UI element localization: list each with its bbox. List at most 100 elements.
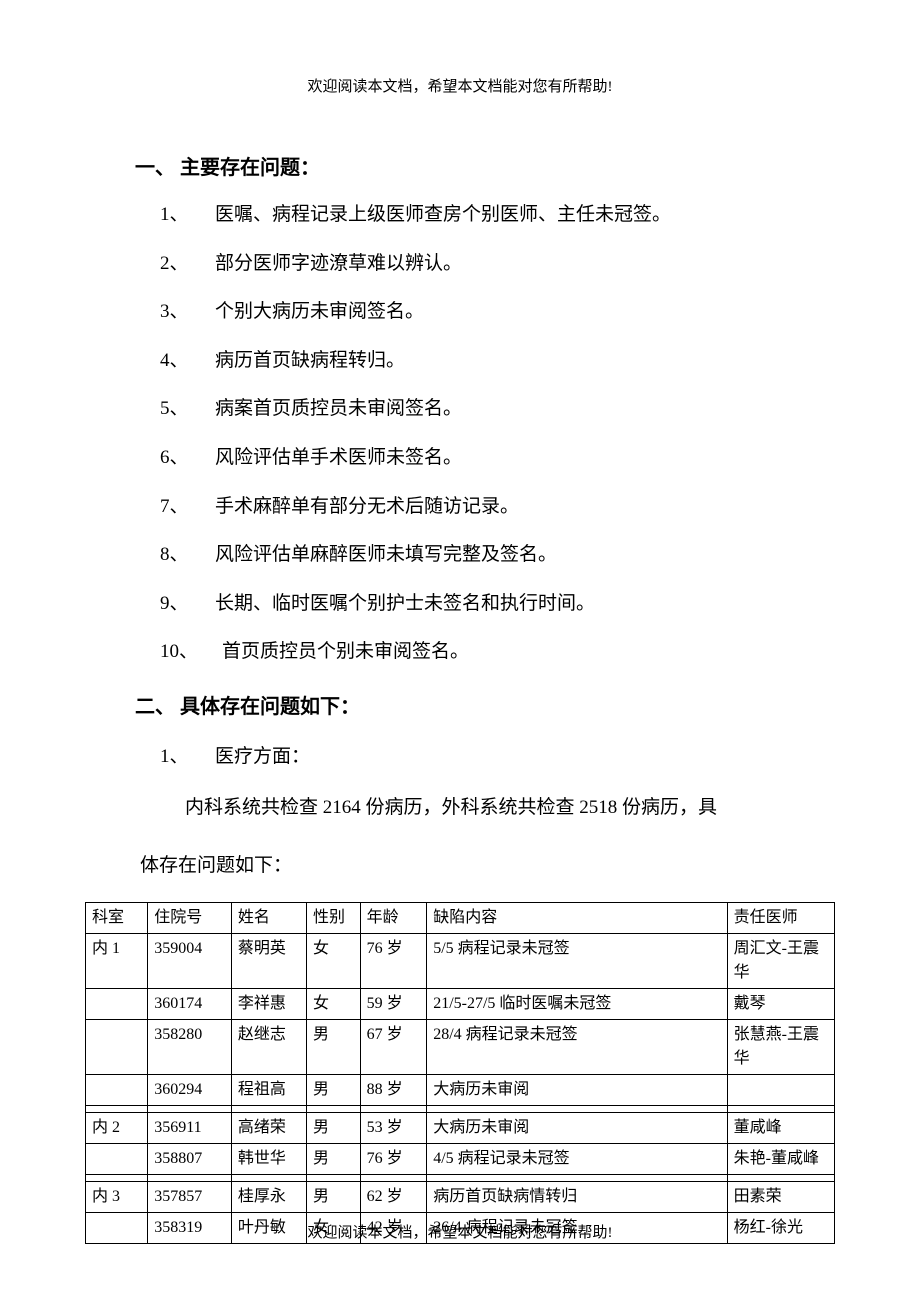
cell-defect: 28/4 病程记录未冠签 [427, 1020, 727, 1075]
cell-doctor [727, 1075, 834, 1106]
cell-dept: 内 2 [86, 1113, 148, 1144]
table-row: 内 2 356911 高绪荣 男 53 岁 大病历未审阅 董咸峰 [86, 1113, 835, 1144]
cell-defect: 大病历未审阅 [427, 1113, 727, 1144]
list-text: 个别大病历未审阅签名。 [215, 299, 424, 326]
cell-num: 357857 [148, 1182, 232, 1213]
list-number: 1、 [160, 741, 215, 768]
list-number: 1、 [160, 202, 215, 229]
cell-age: 76 岁 [360, 934, 427, 989]
list-text: 医疗方面： [215, 741, 310, 768]
header-note: 欢迎阅读本文档，希望本文档能对您有所帮助! [85, 75, 835, 96]
list-text: 风险评估单手术医师未签名。 [215, 445, 462, 472]
section1-item-10: 10、 首页质控员个别未审阅签名。 [160, 639, 835, 666]
cell-num: 360294 [148, 1075, 232, 1106]
cell-name: 李祥惠 [231, 989, 306, 1020]
cell-dept [86, 1175, 148, 1182]
header-dept: 科室 [86, 903, 148, 934]
cell-dept [86, 1144, 148, 1175]
list-number: 6、 [160, 445, 215, 472]
cell-defect: 4/5 病程记录未冠签 [427, 1144, 727, 1175]
cell-defect: 大病历未审阅 [427, 1075, 727, 1106]
table-row: 358807 韩世华 男 76 岁 4/5 病程记录未冠签 朱艳-董咸峰 [86, 1144, 835, 1175]
section1-heading: 一、 主要存在问题： [135, 151, 835, 180]
cell-name [231, 1175, 306, 1182]
footer-note: 欢迎阅读本文档，希望本文档能对您有所帮助! [0, 1221, 920, 1242]
cell-gender [307, 1175, 361, 1182]
list-text: 长期、临时医嘱个别护士未签名和执行时间。 [215, 591, 595, 618]
cell-dept [86, 1075, 148, 1106]
cell-name: 程祖高 [231, 1075, 306, 1106]
cell-name: 蔡明英 [231, 934, 306, 989]
cell-gender: 男 [307, 1182, 361, 1213]
section1-item-5: 5、 病案首页质控员未审阅签名。 [160, 396, 835, 423]
cell-num: 358280 [148, 1020, 232, 1075]
cell-name [231, 1106, 306, 1113]
list-number: 8、 [160, 542, 215, 569]
table-row: 358280 赵继志 男 67 岁 28/4 病程记录未冠签 张慧燕-王震华 [86, 1020, 835, 1075]
section2-heading: 二、 具体存在问题如下： [135, 690, 835, 719]
header-num: 住院号 [148, 903, 232, 934]
cell-age [360, 1175, 427, 1182]
cell-num: 358807 [148, 1144, 232, 1175]
cell-age: 59 岁 [360, 989, 427, 1020]
list-text: 首页质控员个别未审阅签名。 [222, 639, 469, 666]
table-row: 360174 李祥惠 女 59 岁 21/5-27/5 临时医嘱未冠签 戴琴 [86, 989, 835, 1020]
cell-age: 88 岁 [360, 1075, 427, 1106]
table-row [86, 1175, 835, 1182]
section1-item-1: 1、 医嘱、病程记录上级医师查房个别医师、主任未冠签。 [160, 202, 835, 229]
cell-defect: 5/5 病程记录未冠签 [427, 934, 727, 989]
cell-doctor [727, 1175, 834, 1182]
list-number: 5、 [160, 396, 215, 423]
list-text: 病历首页缺病程转归。 [215, 348, 405, 375]
cell-age [360, 1106, 427, 1113]
cell-defect [427, 1106, 727, 1113]
list-number: 10、 [160, 639, 222, 666]
section1-item-6: 6、 风险评估单手术医师未签名。 [160, 445, 835, 472]
cell-age: 76 岁 [360, 1144, 427, 1175]
list-number: 9、 [160, 591, 215, 618]
cell-dept: 内 1 [86, 934, 148, 989]
cell-num: 359004 [148, 934, 232, 989]
list-number: 3、 [160, 299, 215, 326]
cell-doctor: 田素荣 [727, 1182, 834, 1213]
cell-name: 桂厚永 [231, 1182, 306, 1213]
table-header-row: 科室 住院号 姓名 性别 年龄 缺陷内容 责任医师 [86, 903, 835, 934]
cell-doctor: 周汇文-王震华 [727, 934, 834, 989]
cell-age: 62 岁 [360, 1182, 427, 1213]
cell-dept: 内 3 [86, 1182, 148, 1213]
defect-table: 科室 住院号 姓名 性别 年龄 缺陷内容 责任医师 内 1 359004 蔡明英… [85, 902, 835, 1244]
list-text: 风险评估单麻醉医师未填写完整及签名。 [215, 542, 557, 569]
cell-doctor: 朱艳-董咸峰 [727, 1144, 834, 1175]
cell-defect: 21/5-27/5 临时医嘱未冠签 [427, 989, 727, 1020]
list-text: 医嘱、病程记录上级医师查房个别医师、主任未冠签。 [215, 202, 671, 229]
cell-name: 高绪荣 [231, 1113, 306, 1144]
cell-gender: 女 [307, 989, 361, 1020]
cell-dept [86, 1020, 148, 1075]
table-row: 360294 程祖高 男 88 岁 大病历未审阅 [86, 1075, 835, 1106]
cell-gender: 男 [307, 1020, 361, 1075]
cell-doctor: 董咸峰 [727, 1113, 834, 1144]
cell-dept [86, 1106, 148, 1113]
cell-age: 67 岁 [360, 1020, 427, 1075]
cell-defect: 病历首页缺病情转归 [427, 1182, 727, 1213]
section1-item-8: 8、 风险评估单麻醉医师未填写完整及签名。 [160, 542, 835, 569]
section2-paragraph-1: 内科系统共检查 2164 份病历，外科系统共检查 2518 份病历，具 [185, 790, 835, 826]
cell-name: 赵继志 [231, 1020, 306, 1075]
header-name: 姓名 [231, 903, 306, 934]
cell-doctor: 戴琴 [727, 989, 834, 1020]
cell-age: 53 岁 [360, 1113, 427, 1144]
cell-gender: 女 [307, 934, 361, 989]
list-number: 4、 [160, 348, 215, 375]
header-gender: 性别 [307, 903, 361, 934]
cell-num: 360174 [148, 989, 232, 1020]
section1-item-2: 2、 部分医师字迹潦草难以辨认。 [160, 251, 835, 278]
header-age: 年龄 [360, 903, 427, 934]
section2-paragraph-2: 体存在问题如下： [140, 848, 835, 884]
section1-item-4: 4、 病历首页缺病程转归。 [160, 348, 835, 375]
cell-doctor: 张慧燕-王震华 [727, 1020, 834, 1075]
cell-defect [427, 1175, 727, 1182]
list-number: 2、 [160, 251, 215, 278]
list-text: 病案首页质控员未审阅签名。 [215, 396, 462, 423]
list-number: 7、 [160, 494, 215, 521]
cell-gender: 男 [307, 1144, 361, 1175]
